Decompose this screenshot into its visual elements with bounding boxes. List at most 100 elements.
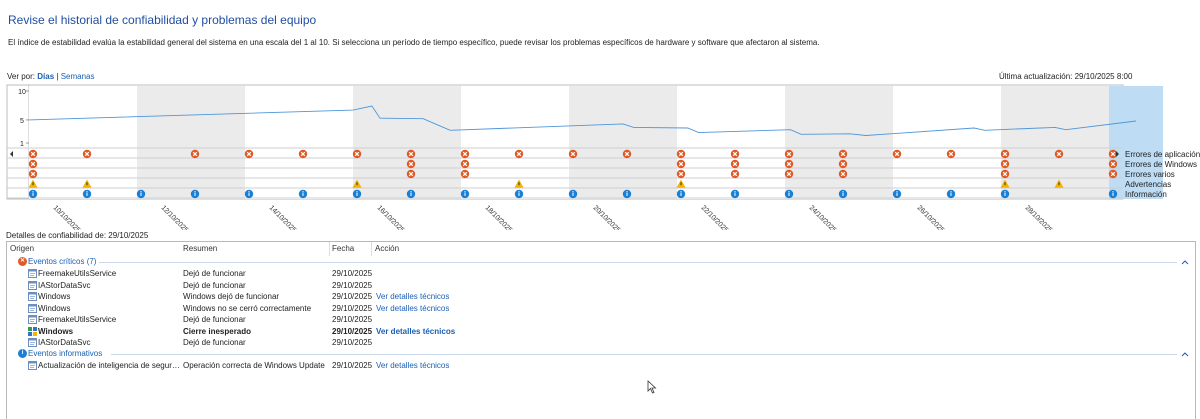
reliability-chart[interactable]: 10 5 1 10/10/2025 12/10/2025 14/10/2025 16/10…: [0, 82, 1200, 230]
info-icon[interactable]: [406, 189, 416, 199]
view-technical-details-link[interactable]: Ver detalles técnicos: [376, 326, 456, 336]
info-icon[interactable]: [946, 189, 956, 199]
error-icon[interactable]: [784, 149, 794, 159]
view-technical-details-link[interactable]: Ver detalles técnicos: [376, 303, 450, 313]
col-separator[interactable]: [371, 242, 372, 256]
error-icon[interactable]: [622, 149, 632, 159]
error-icon[interactable]: [1108, 169, 1118, 179]
table-row[interactable]: FreemakeUtilsService Dejó de funcionar 29/…: [7, 314, 1193, 325]
error-icon[interactable]: [28, 149, 38, 159]
col-action[interactable]: Acción: [375, 244, 400, 253]
info-icon[interactable]: [352, 189, 362, 199]
table-row[interactable]: Windows Windows dejó de funcionar 29/10/20…: [7, 291, 1193, 302]
error-icon[interactable]: [514, 149, 524, 159]
info-icon[interactable]: [82, 189, 92, 199]
error-icon[interactable]: [28, 159, 38, 169]
error-icon[interactable]: [406, 169, 416, 179]
info-icon[interactable]: [460, 189, 470, 199]
error-icon[interactable]: [190, 149, 200, 159]
error-icon[interactable]: [892, 149, 902, 159]
info-icon[interactable]: [298, 189, 308, 199]
warning-icon[interactable]: [28, 179, 38, 188]
error-icon[interactable]: [730, 149, 740, 159]
error-icon[interactable]: [784, 159, 794, 169]
info-icon[interactable]: [1108, 189, 1118, 199]
day-column[interactable]: [353, 86, 407, 199]
col-date[interactable]: Fecha: [332, 244, 355, 253]
error-icon[interactable]: [460, 169, 470, 179]
error-icon[interactable]: [838, 159, 848, 169]
error-icon[interactable]: [676, 169, 686, 179]
collapse-chevron-icon[interactable]: [1181, 350, 1189, 358]
day-column[interactable]: [1055, 86, 1109, 199]
error-icon[interactable]: [946, 149, 956, 159]
table-row[interactable]: Windows Windows no se cerró correctamente…: [7, 303, 1193, 314]
scroll-right-icon[interactable]: [1116, 151, 1119, 157]
day-column[interactable]: [137, 86, 191, 199]
info-icon[interactable]: [244, 189, 254, 199]
day-column[interactable]: [569, 86, 623, 199]
error-icon[interactable]: [1000, 169, 1010, 179]
error-icon[interactable]: [298, 149, 308, 159]
error-icon[interactable]: [28, 169, 38, 179]
info-icon[interactable]: [838, 189, 848, 199]
warning-icon[interactable]: [676, 179, 686, 188]
warning-icon[interactable]: [514, 179, 524, 188]
info-icon[interactable]: [892, 189, 902, 199]
day-column[interactable]: [1001, 86, 1055, 199]
info-icon[interactable]: [514, 189, 524, 199]
view-weeks-link[interactable]: Semanas: [60, 72, 95, 81]
critical-events-group[interactable]: ✕ Eventos críticos (7): [18, 257, 96, 267]
error-icon[interactable]: [406, 149, 416, 159]
day-column[interactable]: [947, 86, 1001, 199]
table-row[interactable]: Windows Cierre inesperado 29/10/2025 Ver de…: [7, 326, 1193, 337]
day-column[interactable]: [299, 86, 353, 199]
warning-icon[interactable]: [1000, 179, 1010, 188]
info-icon[interactable]: [622, 189, 632, 199]
view-technical-details-link[interactable]: Ver detalles técnicos: [376, 360, 450, 370]
error-icon[interactable]: [352, 149, 362, 159]
info-icon[interactable]: [190, 189, 200, 199]
info-icon[interactable]: [1000, 189, 1010, 199]
error-icon[interactable]: [1000, 159, 1010, 169]
table-row[interactable]: Actualización de inteligencia de segurid…: [7, 360, 1193, 371]
col-origin[interactable]: Origen: [10, 244, 35, 253]
error-icon[interactable]: [460, 149, 470, 159]
error-icon[interactable]: [1108, 149, 1118, 159]
day-column[interactable]: [29, 86, 83, 199]
info-events-group[interactable]: i Eventos informativos: [18, 349, 102, 359]
table-row[interactable]: FreemakeUtilsService Dejó de funcionar 29/…: [7, 268, 1193, 279]
info-icon[interactable]: [28, 189, 38, 199]
error-icon[interactable]: [730, 159, 740, 169]
view-days-link[interactable]: Días: [37, 72, 55, 81]
day-column[interactable]: [191, 86, 245, 199]
col-separator[interactable]: [329, 242, 330, 256]
error-icon[interactable]: [1000, 149, 1010, 159]
info-icon[interactable]: [568, 189, 578, 199]
error-icon[interactable]: [730, 169, 740, 179]
day-column[interactable]: [407, 86, 461, 199]
day-column[interactable]: [731, 86, 785, 199]
col-summary[interactable]: Resumen: [183, 244, 218, 253]
day-column[interactable]: [461, 86, 515, 199]
view-technical-details-link[interactable]: Ver detalles técnicos: [376, 292, 450, 301]
error-icon[interactable]: [568, 149, 578, 159]
info-icon[interactable]: [676, 189, 686, 199]
error-icon[interactable]: [838, 169, 848, 179]
warning-icon[interactable]: [1054, 179, 1064, 188]
error-icon[interactable]: [460, 159, 470, 169]
error-icon[interactable]: [1108, 159, 1118, 169]
day-column[interactable]: [83, 86, 137, 199]
error-icon[interactable]: [244, 149, 254, 159]
day-column[interactable]: [245, 86, 299, 199]
info-icon[interactable]: [730, 189, 740, 199]
info-icon[interactable]: [784, 189, 794, 199]
day-column[interactable]: [515, 86, 569, 199]
warning-icon[interactable]: [352, 179, 362, 188]
collapse-chevron-icon[interactable]: [1181, 258, 1189, 266]
warning-icon[interactable]: [82, 179, 92, 188]
day-column[interactable]: [677, 86, 731, 199]
error-icon[interactable]: [406, 159, 416, 169]
day-column[interactable]: [623, 86, 677, 199]
info-icon[interactable]: [136, 189, 146, 199]
